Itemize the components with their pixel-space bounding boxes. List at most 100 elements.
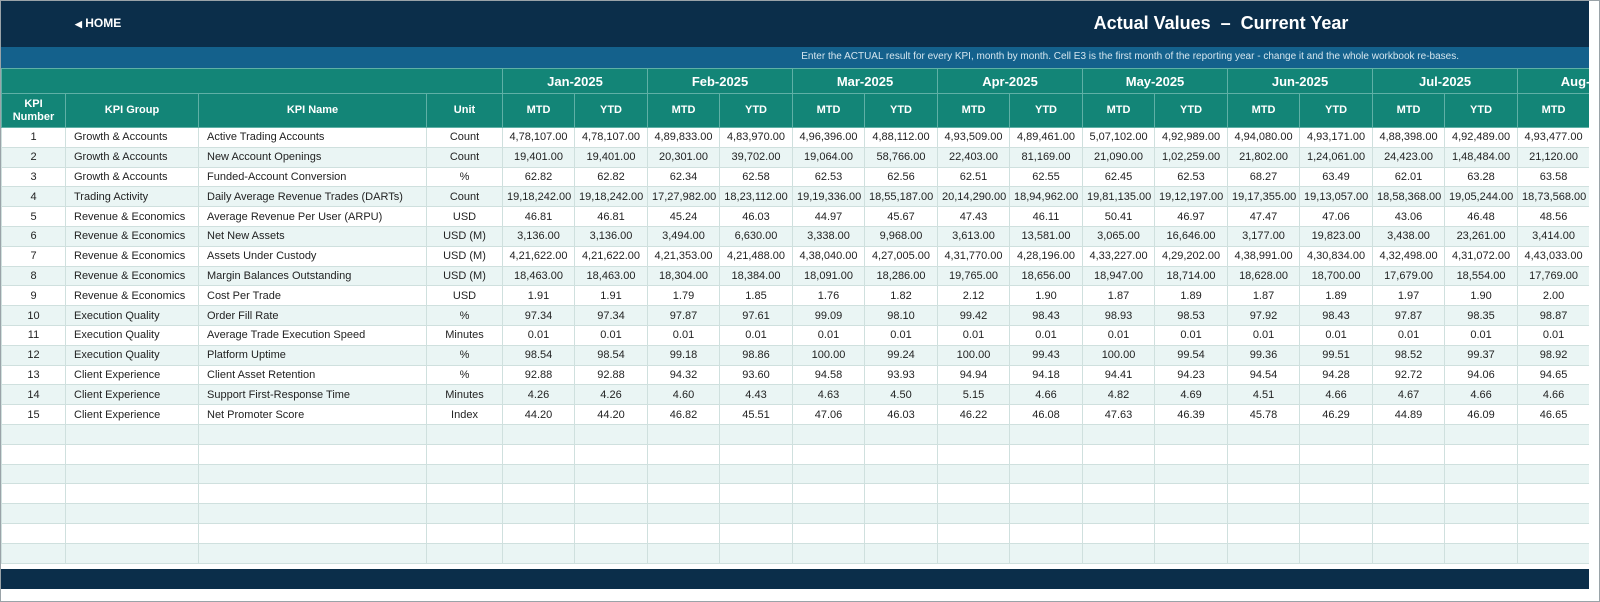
kpi-cell: Client Experience bbox=[65, 364, 199, 386]
month-header: Jun-2025 bbox=[1227, 68, 1374, 94]
value-cell: 46.22 bbox=[937, 404, 1010, 425]
value-cell: 4.69 bbox=[1154, 384, 1229, 406]
empty-cell bbox=[198, 483, 427, 505]
value-cell: 46.81 bbox=[502, 206, 575, 227]
value-cell: 19,401.00 bbox=[502, 146, 575, 168]
kpi-row: 5 Revenue & Economics Average Revenue Per … bbox=[1, 206, 1589, 227]
value-cell: 4,31,072.00 bbox=[1444, 245, 1519, 267]
value-cell: 0.01 bbox=[1444, 324, 1519, 346]
empty-cell bbox=[1154, 522, 1229, 544]
empty-cell bbox=[864, 443, 938, 465]
empty-cell bbox=[792, 542, 865, 564]
kpi-cell: Margin Balances Outstanding bbox=[198, 265, 427, 287]
empty-cell bbox=[502, 463, 575, 485]
value-cell: 3,136.00 bbox=[574, 225, 648, 247]
empty-cell bbox=[502, 522, 575, 544]
value-cell: 19,12,197.00 bbox=[1154, 186, 1229, 208]
value-cell: 62.51 bbox=[937, 166, 1010, 188]
kpi-cell: Index bbox=[426, 404, 503, 425]
kpi-cell: 3 bbox=[1, 166, 66, 188]
value-cell: 19,064.00 bbox=[792, 146, 865, 168]
value-cell: 99.36 bbox=[1227, 344, 1301, 366]
value-cell: 46.39 bbox=[1154, 404, 1229, 425]
value-cell: 0.01 bbox=[502, 324, 575, 346]
kpi-cell: 1 bbox=[1, 127, 66, 148]
value-cell: 2.00 bbox=[1517, 285, 1589, 307]
kpi-row: 2 Growth & Accounts New Account Openings Co… bbox=[1, 146, 1589, 168]
value-cell: 4,21,622.00 bbox=[502, 245, 575, 267]
kpi-cell: Funded-Account Conversion bbox=[198, 166, 427, 188]
empty-cell bbox=[426, 443, 503, 465]
kpi-cell: Revenue & Economics bbox=[65, 265, 199, 287]
value-cell: 99.09 bbox=[792, 305, 865, 326]
value-cell: 4,93,171.00 bbox=[1299, 127, 1374, 148]
value-cell: 99.51 bbox=[1299, 344, 1374, 366]
empty-cell bbox=[1154, 483, 1229, 505]
empty-cell bbox=[937, 443, 1010, 465]
month-header: Jan-2025 bbox=[502, 68, 648, 94]
value-cell: 0.01 bbox=[1372, 324, 1446, 346]
value-cell: 0.01 bbox=[574, 324, 648, 346]
empty-cell bbox=[719, 483, 793, 505]
info-text: Enter the ACTUAL result for every KPI, m… bbox=[801, 51, 1459, 62]
empty-row bbox=[1, 483, 1589, 505]
value-cell: 1.76 bbox=[792, 285, 865, 307]
empty-cell bbox=[1008, 542, 1084, 564]
kpi-cell: Revenue & Economics bbox=[65, 206, 199, 227]
value-cell: 99.54 bbox=[1154, 344, 1229, 366]
empty-cell bbox=[647, 522, 720, 544]
empty-cell bbox=[1299, 542, 1374, 564]
sub-header: YTD bbox=[1299, 93, 1374, 128]
empty-cell bbox=[864, 503, 938, 524]
value-cell: 0.01 bbox=[1227, 324, 1301, 346]
value-cell: 6,630.00 bbox=[719, 225, 793, 247]
empty-cell bbox=[1227, 423, 1301, 445]
kpi-row: 6 Revenue & Economics Net New Assets USD (M… bbox=[1, 225, 1589, 247]
value-cell: 99.43 bbox=[1008, 344, 1084, 366]
value-cell: 4,21,622.00 bbox=[574, 245, 648, 267]
sub-header: MTD bbox=[1227, 93, 1301, 128]
value-cell: 62.55 bbox=[1008, 166, 1084, 188]
value-cell: 46.48 bbox=[1444, 206, 1519, 227]
empty-cell bbox=[1517, 463, 1589, 485]
empty-cell bbox=[1, 423, 66, 445]
empty-cell bbox=[1154, 423, 1229, 445]
value-cell: 17,769.00 bbox=[1517, 265, 1589, 287]
value-cell: 0.01 bbox=[1517, 324, 1589, 346]
kpi-cell: % bbox=[426, 364, 503, 386]
value-cell: 0.01 bbox=[719, 324, 793, 346]
value-cell: 98.10 bbox=[864, 305, 938, 326]
value-cell: 4,27,005.00 bbox=[864, 245, 938, 267]
value-cell: 92.72 bbox=[1372, 364, 1446, 386]
empty-row bbox=[1, 443, 1589, 465]
kpi-cell: Client Asset Retention bbox=[198, 364, 427, 386]
value-cell: 4,38,991.00 bbox=[1227, 245, 1301, 267]
value-cell: 94.06 bbox=[1444, 364, 1519, 386]
home-label[interactable]: HOME bbox=[85, 16, 122, 30]
kpi-cell: New Account Openings bbox=[198, 146, 427, 168]
empty-cell bbox=[1517, 542, 1589, 564]
empty-cell bbox=[1444, 423, 1519, 445]
value-cell: 46.81 bbox=[574, 206, 648, 227]
empty-cell bbox=[198, 503, 427, 524]
value-cell: 81,169.00 bbox=[1008, 146, 1084, 168]
home-button[interactable]: ◀ HOME bbox=[75, 16, 121, 30]
value-cell: 1.85 bbox=[719, 285, 793, 307]
value-cell: 98.43 bbox=[1008, 305, 1084, 326]
sub-header: MTD bbox=[1517, 93, 1589, 128]
value-cell: 20,301.00 bbox=[647, 146, 720, 168]
empty-cell bbox=[792, 423, 865, 445]
empty-cell bbox=[574, 503, 648, 524]
value-cell: 18,700.00 bbox=[1299, 265, 1374, 287]
empty-cell bbox=[792, 443, 865, 465]
empty-cell bbox=[864, 463, 938, 485]
kpi-cell: 8 bbox=[1, 265, 66, 287]
empty-cell bbox=[1372, 463, 1446, 485]
value-cell: 100.00 bbox=[792, 344, 865, 366]
month-header: Mar-2025 bbox=[792, 68, 938, 94]
empty-cell bbox=[1299, 423, 1374, 445]
value-cell: 4.63 bbox=[792, 384, 865, 406]
empty-cell bbox=[647, 463, 720, 485]
empty-cell bbox=[719, 443, 793, 465]
value-cell: 20,14,290.00 bbox=[937, 186, 1010, 208]
